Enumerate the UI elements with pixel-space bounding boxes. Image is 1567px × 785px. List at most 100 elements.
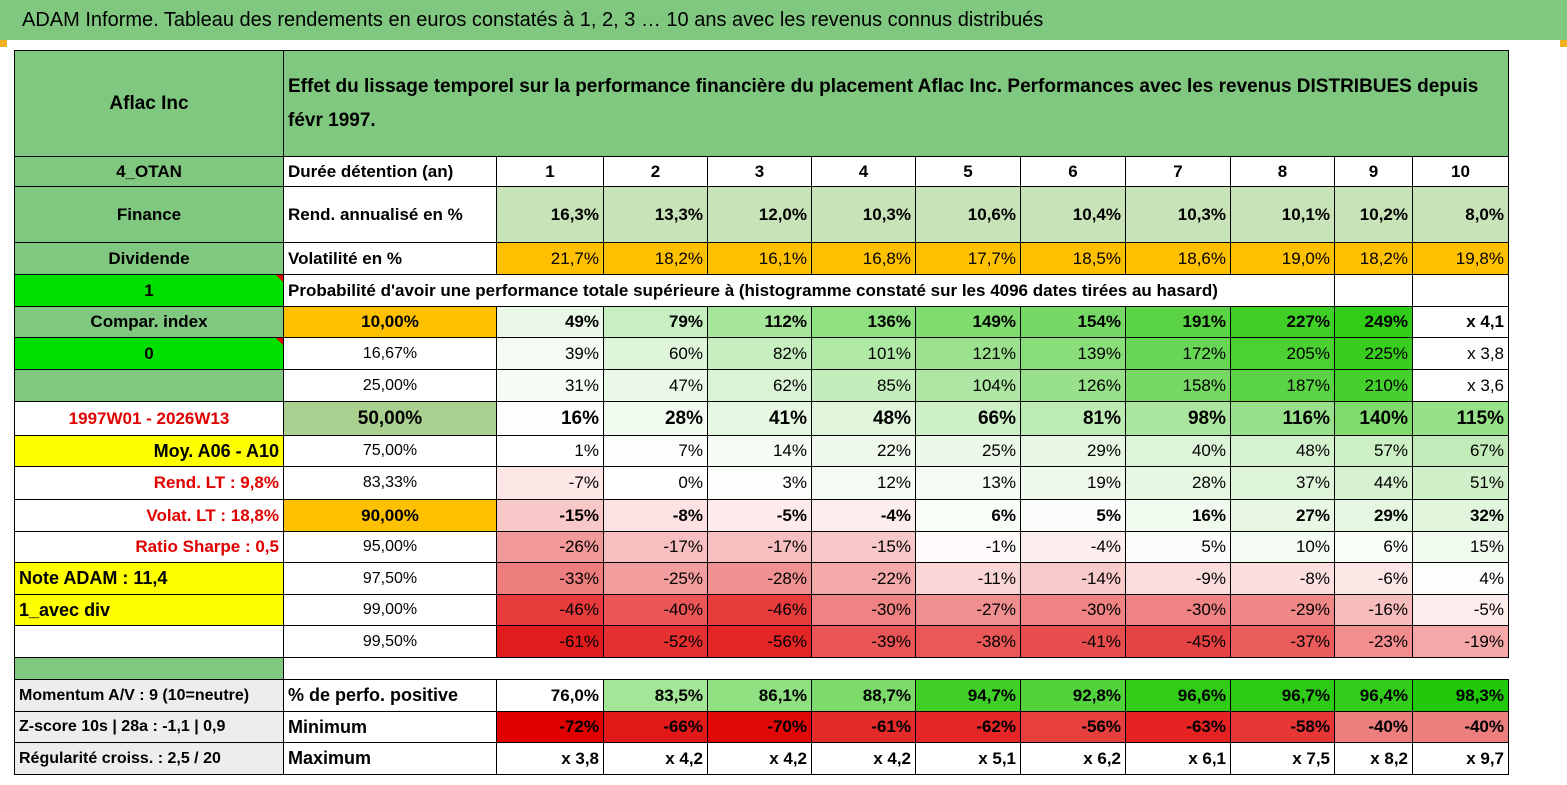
annualized-return: 16,3% [496, 186, 604, 243]
dividend-cell: Dividende [14, 242, 284, 275]
prob-cell: 39% [496, 337, 604, 370]
prob-cell: 31% [496, 369, 604, 402]
volatility-value: 18,2% [603, 242, 708, 275]
ticker-code: 4_OTAN [14, 156, 284, 187]
prob-cell: 60% [603, 337, 708, 370]
minimum-cell: -63% [1125, 711, 1231, 743]
maximum-cell: x 7,5 [1230, 742, 1335, 775]
prob-cell: -8% [1230, 562, 1335, 595]
average-label: Moy. A06 - A10 [14, 435, 284, 467]
prob-cell: 6% [915, 499, 1021, 532]
year-header: 6 [1020, 156, 1126, 187]
prob-cell: 51% [1412, 466, 1509, 500]
prob-cell: 249% [1334, 306, 1413, 338]
table-description: Effet du lissage temporel sur la perform… [283, 50, 1509, 157]
prob-cell: 49% [496, 306, 604, 338]
long-term-volatility: Volat. LT : 18,8% [14, 499, 284, 532]
prob-cell: 37% [1230, 466, 1335, 500]
prob-cell: -1% [915, 531, 1021, 563]
prob-cell: 126% [1020, 369, 1126, 402]
prob-cell: 40% [1125, 435, 1231, 467]
minimum-cell: -58% [1230, 711, 1335, 743]
prob-cell: 0% [603, 466, 708, 500]
prob-cell: -6% [1334, 562, 1413, 595]
year-header: 2 [603, 156, 708, 187]
annualized-return-label: Rend. annualisé en % [283, 186, 497, 243]
volatility-value: 18,6% [1125, 242, 1231, 275]
prob-cell: -41% [1020, 625, 1126, 658]
prob-cell: 15% [1412, 531, 1509, 563]
prob-cell: -46% [496, 594, 604, 626]
prob-cell: 44% [1334, 466, 1413, 500]
prob-cell: 225% [1334, 337, 1413, 370]
prob-cell: -17% [707, 531, 812, 563]
minimum-cell: -40% [1334, 711, 1413, 743]
prob-cell: x 4,1 [1412, 306, 1509, 338]
annualized-return: 13,3% [603, 186, 708, 243]
minimum-cell: -56% [1020, 711, 1126, 743]
maximum-cell: x 4,2 [811, 742, 916, 775]
spacer-row [284, 658, 1509, 680]
prob-cell: 62% [707, 369, 812, 402]
annualized-return: 8,0% [1412, 186, 1509, 243]
prob-cell: -30% [811, 594, 916, 626]
prob-cell: -17% [603, 531, 708, 563]
prob-cell: -8% [603, 499, 708, 532]
sharpe-ratio: Ratio Sharpe : 0,5 [14, 531, 284, 563]
prob-cell: 67% [1412, 435, 1509, 467]
positive-perf-label: % de perfo. positive [283, 679, 497, 712]
year-header: 4 [811, 156, 916, 187]
prob-cell: -22% [811, 562, 916, 595]
prob-cell: 29% [1334, 499, 1413, 532]
maximum-cell: x 3,8 [496, 742, 604, 775]
prob-cell: 1% [496, 435, 604, 467]
prob-cell: -30% [1020, 594, 1126, 626]
positive-perf-cell: 96,4% [1334, 679, 1413, 712]
percentile-label: 16,67% [283, 337, 497, 370]
prob-cell: 47% [603, 369, 708, 402]
empty-cell [14, 625, 284, 658]
prob-cell: -5% [1412, 594, 1509, 626]
prob-cell: 81% [1020, 401, 1126, 436]
prob-cell: 16% [1125, 499, 1231, 532]
prob-cell: x 3,8 [1412, 337, 1509, 370]
prob-cell: 210% [1334, 369, 1413, 402]
positive-perf-cell: 96,6% [1125, 679, 1231, 712]
adam-score: Note ADAM : 11,4 [14, 562, 284, 595]
prob-cell: -26% [496, 531, 604, 563]
prob-cell: -16% [1334, 594, 1413, 626]
prob-cell: -28% [707, 562, 812, 595]
period-label: 1997W01 - 2026W13 [14, 401, 284, 436]
minimum-cell: -40% [1412, 711, 1509, 743]
annualized-return: 10,1% [1230, 186, 1335, 243]
volatility-value: 17,7% [915, 242, 1021, 275]
prob-cell: 191% [1125, 306, 1231, 338]
minimum-cell: -72% [496, 711, 604, 743]
minimum-cell: -70% [707, 711, 812, 743]
maximum-cell: x 6,2 [1020, 742, 1126, 775]
prob-cell: -38% [915, 625, 1021, 658]
prob-cell: 227% [1230, 306, 1335, 338]
prob-cell: 85% [811, 369, 916, 402]
percentile-label: 25,00% [283, 369, 497, 402]
report-title: ADAM Informe. Tableau des rendements en … [0, 0, 1567, 40]
year-header: 5 [915, 156, 1021, 187]
prob-cell: 112% [707, 306, 812, 338]
volatility-label: Volatilité en % [283, 242, 497, 275]
volatility-value: 21,7% [496, 242, 604, 275]
with-dividend-label: 1_avec div [14, 594, 284, 626]
prob-cell: 139% [1020, 337, 1126, 370]
prob-cell: -14% [1020, 562, 1126, 595]
year-header: 9 [1334, 156, 1413, 187]
spacer-green-cell [14, 657, 284, 680]
volatility-value: 19,0% [1230, 242, 1335, 275]
percentile-label: 95,00% [283, 531, 497, 563]
minimum-cell: -62% [915, 711, 1021, 743]
maximum-cell: x 9,7 [1412, 742, 1509, 775]
prob-cell: -56% [707, 625, 812, 658]
year-header: 7 [1125, 156, 1231, 187]
prob-cell: 158% [1125, 369, 1231, 402]
momentum-label: Momentum A/V : 9 (10=neutre) [14, 679, 284, 712]
prob-cell: -19% [1412, 625, 1509, 658]
prob-cell: 14% [707, 435, 812, 467]
